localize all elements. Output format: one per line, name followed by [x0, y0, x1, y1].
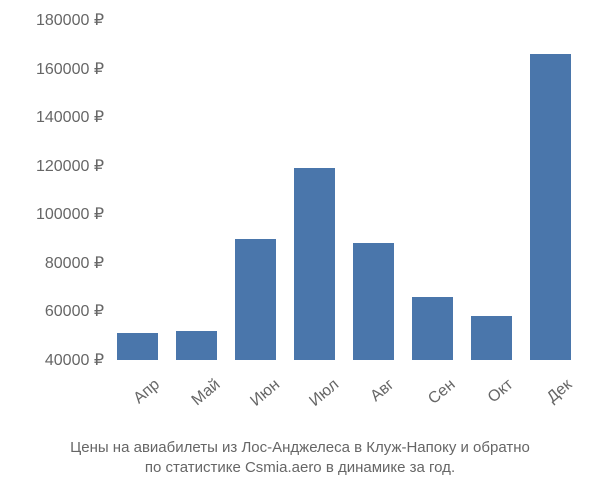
y-tick-label: 40000 ₽: [45, 350, 104, 370]
x-tick: Май: [167, 362, 226, 410]
bar: [353, 243, 394, 360]
bar-slot: [462, 20, 521, 360]
x-tick: Окт: [462, 362, 521, 410]
x-tick: Дек: [521, 362, 580, 410]
chart-caption: Цены на авиабилеты из Лос-Анджелеса в Кл…: [0, 438, 600, 479]
bar-slot: [226, 20, 285, 360]
bar: [235, 239, 276, 360]
x-tick-label: Май: [188, 376, 224, 410]
bar: [471, 316, 512, 360]
y-axis: 40000 ₽60000 ₽80000 ₽100000 ₽120000 ₽140…: [0, 20, 104, 360]
y-tick-label: 80000 ₽: [45, 253, 104, 273]
bar-slot: [108, 20, 167, 360]
y-tick-label: 160000 ₽: [36, 59, 104, 79]
bar-slot: [344, 20, 403, 360]
y-tick-label: 60000 ₽: [45, 301, 104, 321]
bar-slot: [521, 20, 580, 360]
x-tick: Июл: [285, 362, 344, 410]
bars-container: [108, 20, 580, 360]
x-tick-label: Июл: [306, 376, 342, 411]
bar-slot: [285, 20, 344, 360]
x-tick: Июн: [226, 362, 285, 410]
x-tick: Авг: [344, 362, 403, 410]
y-tick-label: 100000 ₽: [36, 204, 104, 224]
bar-slot: [403, 20, 462, 360]
x-tick-label: Апр: [130, 376, 163, 408]
caption-line-2: по статистике Csmia.aero в динамике за г…: [0, 458, 600, 478]
x-tick: Сен: [403, 362, 462, 410]
price-chart: 40000 ₽ 60000 ₽ 80000 ₽ 100000 ₽ 120000 ₽ 140…: [0, 10, 600, 410]
bar: [294, 168, 335, 360]
x-tick-label: Дек: [543, 376, 575, 407]
x-tick-label: Июн: [247, 376, 283, 411]
x-tick-label: Окт: [484, 376, 516, 407]
plot-area: [108, 20, 580, 360]
x-axis: Апр Май Июн Июл Авг Сен Окт Дек: [108, 362, 580, 410]
bar: [412, 297, 453, 360]
y-tick-label: 120000 ₽: [36, 156, 104, 176]
y-tick-label: 180000 ₽: [36, 10, 104, 30]
bar: [176, 331, 217, 360]
bar: [117, 333, 158, 360]
x-tick: Апр: [108, 362, 167, 410]
x-tick-label: Авг: [367, 376, 398, 406]
x-tick-label: Сен: [425, 376, 459, 409]
caption-line-1: Цены на авиабилеты из Лос-Анджелеса в Кл…: [0, 438, 600, 458]
bar-slot: [167, 20, 226, 360]
y-tick-label: 140000 ₽: [36, 107, 104, 127]
bar: [530, 54, 571, 360]
